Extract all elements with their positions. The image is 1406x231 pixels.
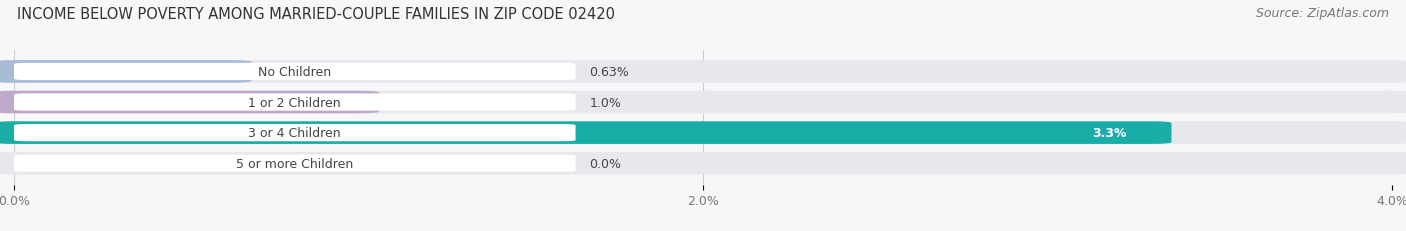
Text: 3.3%: 3.3%	[1092, 127, 1126, 140]
Text: 0.63%: 0.63%	[589, 66, 628, 79]
Text: 0.0%: 0.0%	[589, 157, 621, 170]
Text: INCOME BELOW POVERTY AMONG MARRIED-COUPLE FAMILIES IN ZIP CODE 02420: INCOME BELOW POVERTY AMONG MARRIED-COUPL…	[17, 7, 614, 22]
FancyBboxPatch shape	[14, 64, 575, 81]
FancyBboxPatch shape	[14, 94, 575, 111]
Text: 1 or 2 Children: 1 or 2 Children	[249, 96, 342, 109]
FancyBboxPatch shape	[0, 91, 1406, 114]
FancyBboxPatch shape	[0, 122, 1171, 144]
FancyBboxPatch shape	[0, 122, 1406, 144]
FancyBboxPatch shape	[0, 91, 380, 114]
Text: Source: ZipAtlas.com: Source: ZipAtlas.com	[1256, 7, 1389, 20]
Text: No Children: No Children	[259, 66, 332, 79]
Text: 3 or 4 Children: 3 or 4 Children	[249, 127, 342, 140]
Text: 1.0%: 1.0%	[589, 96, 621, 109]
FancyBboxPatch shape	[0, 61, 1406, 83]
FancyBboxPatch shape	[0, 152, 1406, 175]
FancyBboxPatch shape	[14, 155, 575, 172]
FancyBboxPatch shape	[0, 61, 252, 83]
FancyBboxPatch shape	[14, 125, 575, 142]
Text: 5 or more Children: 5 or more Children	[236, 157, 353, 170]
